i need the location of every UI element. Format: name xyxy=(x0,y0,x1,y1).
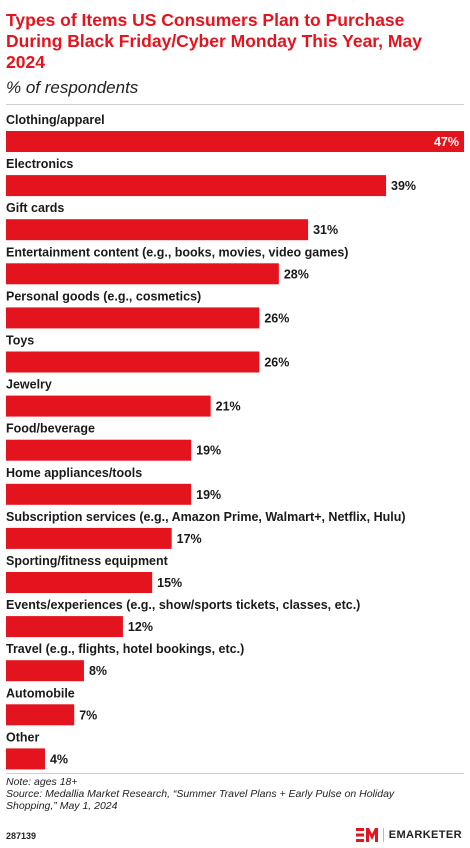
value-label: 21% xyxy=(216,400,241,414)
category-label: Electronics xyxy=(6,157,73,171)
chart-title: Types of Items US Consumers Plan to Purc… xyxy=(6,10,422,72)
value-label: 28% xyxy=(284,267,309,281)
bar xyxy=(6,307,260,329)
value-label: 4% xyxy=(50,752,68,766)
bar xyxy=(6,616,123,638)
category-label: Other xyxy=(6,730,39,744)
footer-divider xyxy=(6,773,464,774)
category-label: Food/beverage xyxy=(6,422,95,436)
value-label: 39% xyxy=(391,179,416,193)
category-label: Personal goods (e.g., cosmetics) xyxy=(6,289,201,303)
bar xyxy=(6,527,172,549)
category-label: Clothing/apparel xyxy=(6,113,105,127)
bar-chart: Clothing/apparel 47% Electronics 39% Gift ca… xyxy=(6,113,464,770)
value-label: 15% xyxy=(157,576,182,590)
value-label: 26% xyxy=(264,311,289,325)
value-label: 31% xyxy=(313,223,338,237)
emarketer-logo: EMARKETER xyxy=(355,826,462,844)
chart-notes: Note: ages 18+ Source: Medallia Market R… xyxy=(6,776,446,812)
bar xyxy=(6,660,84,682)
value-label: 19% xyxy=(196,488,221,502)
bar xyxy=(6,748,45,770)
value-label: 19% xyxy=(196,444,221,458)
value-label: 17% xyxy=(177,532,202,546)
value-label: 47% xyxy=(434,135,459,149)
bar xyxy=(6,131,464,152)
value-label: 7% xyxy=(79,708,97,722)
bar xyxy=(6,572,153,593)
category-label: Automobile xyxy=(6,686,75,700)
category-label: Subscription services (e.g., Amazon Prim… xyxy=(6,510,406,524)
value-label: 26% xyxy=(264,356,289,370)
bar xyxy=(6,175,387,197)
bar xyxy=(6,483,192,505)
chart-note: Note: ages 18+ xyxy=(6,776,78,788)
bar xyxy=(6,395,211,417)
em-logo-icon xyxy=(355,828,378,842)
category-label: Sporting/fitness equipment xyxy=(6,554,169,568)
value-label: 8% xyxy=(89,664,107,678)
bar xyxy=(6,704,75,726)
category-label: Jewelry xyxy=(6,378,52,392)
bar xyxy=(6,439,192,461)
category-label: Gift cards xyxy=(6,201,64,215)
brand-name: EMARKETER xyxy=(388,829,462,841)
bar xyxy=(6,351,260,373)
category-label: Events/experiences (e.g., show/sports ti… xyxy=(6,598,360,612)
category-label: Home appliances/tools xyxy=(6,466,142,480)
value-label: 12% xyxy=(128,620,153,634)
chart-subtitle: % of respondents xyxy=(6,78,139,97)
category-label: Toys xyxy=(6,334,34,348)
chart-source: Source: Medallia Market Research, “Summe… xyxy=(6,788,395,812)
logo-separator xyxy=(382,828,384,842)
category-label: Travel (e.g., flights, hotel bookings, e… xyxy=(6,642,244,656)
bar xyxy=(6,263,279,285)
bar xyxy=(6,219,309,241)
category-label: Entertainment content (e.g., books, movi… xyxy=(6,245,348,259)
top-divider xyxy=(6,104,464,105)
chart-id: 287139 xyxy=(6,831,37,841)
